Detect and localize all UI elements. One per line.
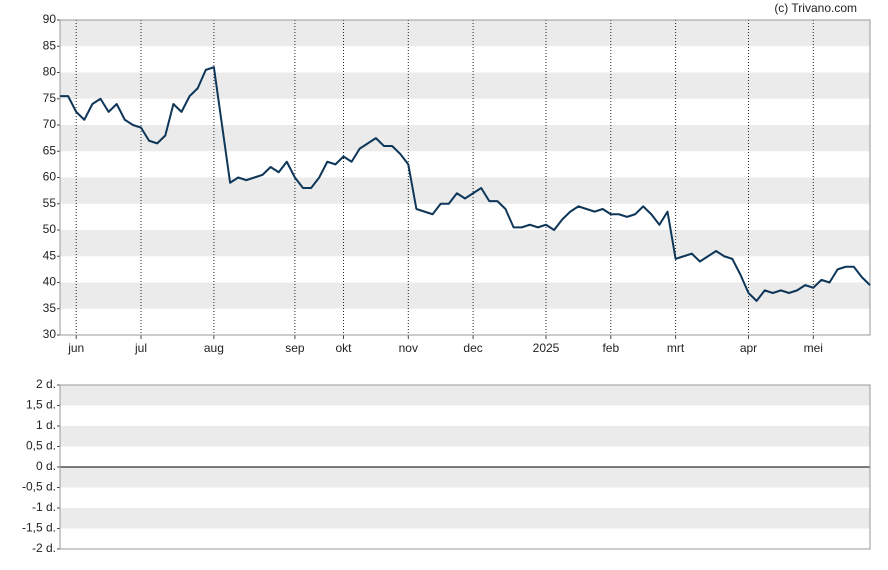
- y-tick-label: 2 d.: [36, 377, 56, 391]
- x-tick-label: dec: [463, 341, 482, 355]
- x-tick-label: aug: [204, 341, 224, 355]
- y-tick-label: -2 d.: [32, 541, 56, 555]
- grid-band: [60, 426, 870, 447]
- price-line: [60, 66, 871, 302]
- x-tick-label: jul: [134, 341, 147, 355]
- y-tick-label: 30: [43, 327, 57, 341]
- y-tick-label: 55: [43, 196, 57, 210]
- y-tick-label: 0,5 d.: [26, 439, 56, 453]
- x-tick-label: mei: [804, 341, 823, 355]
- y-tick-label: 90: [43, 12, 57, 26]
- x-tick-label: apr: [740, 341, 757, 355]
- grid-band: [60, 467, 870, 488]
- grid-band: [60, 20, 870, 47]
- y-tick-label: 45: [43, 248, 57, 262]
- x-tick-label: nov: [399, 341, 418, 355]
- y-tick-label: 50: [43, 222, 57, 236]
- x-tick-label: 2025: [533, 341, 560, 355]
- x-tick-label: jun: [67, 341, 84, 355]
- grid-band: [60, 282, 870, 309]
- source: (c) Trivano.com: [774, 1, 857, 15]
- y-tick-label: 1,5 d.: [26, 398, 56, 412]
- y-tick-label: -0,5 d.: [22, 480, 56, 494]
- y-tick-label: 80: [43, 65, 57, 79]
- grid-band: [60, 177, 870, 204]
- y-tick-label: 35: [43, 301, 57, 315]
- y-tick-label: 85: [43, 38, 57, 52]
- y-tick-label: -1 d.: [32, 500, 56, 514]
- grid-band: [60, 508, 870, 529]
- grid-band: [60, 72, 870, 99]
- y-tick-label: -1,5 d.: [22, 521, 56, 535]
- grid-band: [60, 125, 870, 152]
- y-tick-label: 40: [43, 275, 57, 289]
- grid-band: [60, 385, 870, 406]
- y-tick-label: 65: [43, 143, 57, 157]
- grid-band: [60, 230, 870, 257]
- x-tick-label: mrt: [667, 341, 685, 355]
- x-tick-label: feb: [602, 341, 619, 355]
- plot-frame: [59, 19, 871, 336]
- x-tick-label: sep: [285, 341, 305, 355]
- y-tick-label: 0 d.: [36, 459, 56, 473]
- y-tick-label: 75: [43, 91, 57, 105]
- x-tick-label: okt: [335, 341, 352, 355]
- plot-frame: [59, 384, 871, 550]
- y-tick-label: 1 d.: [36, 418, 56, 432]
- y-tick-label: 70: [43, 117, 57, 131]
- y-tick-label: 60: [43, 170, 57, 184]
